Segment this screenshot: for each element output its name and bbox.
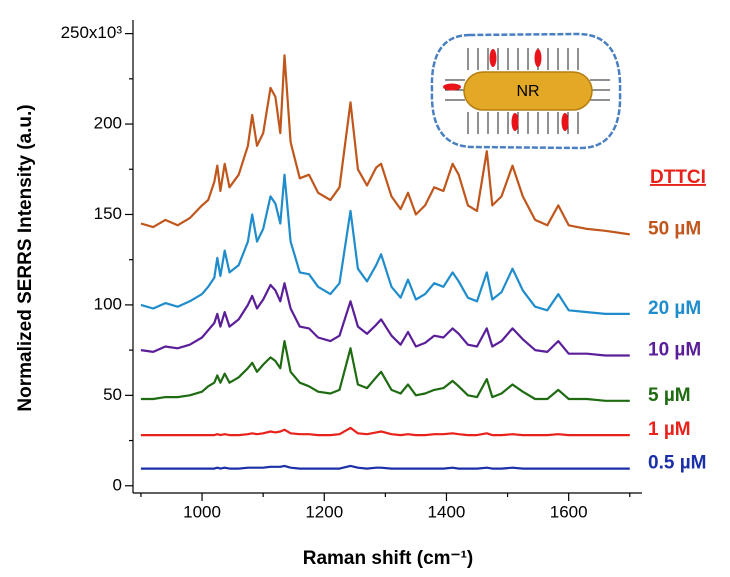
inset-label: NR <box>516 83 539 100</box>
y-tick-label: 50 <box>103 385 122 404</box>
x-tick-label: 1400 <box>428 502 466 521</box>
spectrum-line <box>140 173 630 315</box>
inset-dye <box>511 113 519 131</box>
legend-title: DTTCI <box>650 167 706 188</box>
legend-entry: 5 µM <box>648 385 691 406</box>
y-tick-label: 150 <box>94 204 122 223</box>
inset-nanorod <box>463 71 593 111</box>
x-tick-label: 1000 <box>183 502 221 521</box>
y-tick-label: 0 <box>113 475 122 494</box>
x-tick-label: 1600 <box>550 502 588 521</box>
inset-membrane <box>430 32 622 150</box>
spectrum-line <box>140 340 630 402</box>
inset: NR <box>430 32 622 150</box>
y-tick-label: 250x10³ <box>61 23 123 42</box>
legend-entry: 50 µM <box>648 218 701 239</box>
legend-entry: 0.5 µM <box>648 453 706 474</box>
inset-dye <box>489 49 497 67</box>
inset-dye <box>534 49 542 67</box>
y-tick-label: 200 <box>94 114 122 133</box>
legend-entry: 10 µM <box>648 340 701 361</box>
spectrum-line <box>140 54 630 236</box>
spectrum-line <box>140 464 630 470</box>
legend-entry: 1 µM <box>648 419 691 440</box>
legend-entry: 20 µM <box>648 298 701 319</box>
y-tick-label: 100 <box>94 294 122 313</box>
inset-dye <box>443 83 461 91</box>
y-axis-label: Normalized SERRS Intensity (a.u.) <box>15 104 36 411</box>
spectrum-line <box>140 426 630 437</box>
inset-dye <box>561 113 569 131</box>
spectrum-line <box>140 282 630 357</box>
x-axis-label: Raman shift (cm⁻¹) <box>303 548 474 569</box>
x-tick-label: 1200 <box>305 502 343 521</box>
